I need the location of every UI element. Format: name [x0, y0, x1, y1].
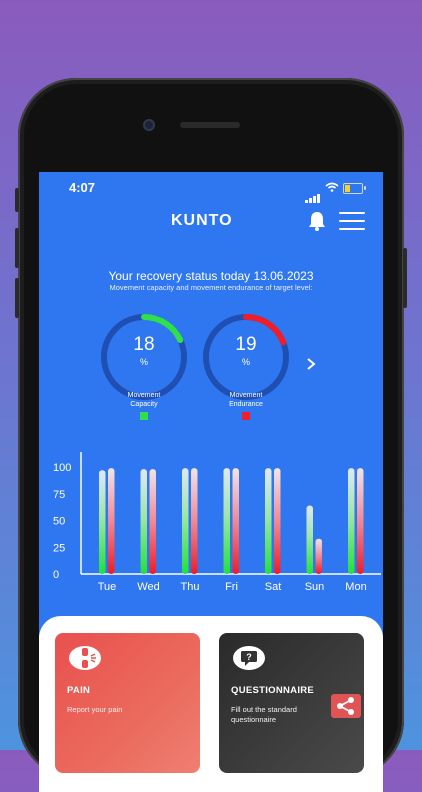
- phone-volume-down: [15, 278, 19, 318]
- phone-side-button: [15, 188, 19, 212]
- endurance-unit: %: [241, 357, 250, 367]
- x-tick-label: Fri: [225, 581, 238, 593]
- x-tick-label: Wed: [137, 581, 159, 593]
- phone-frame: 4:07 KUNTO Your recovery status today 13…: [15, 78, 407, 792]
- status-bar: 4:07: [39, 172, 383, 203]
- movement-capacity-gauge: 18 %: [99, 312, 189, 402]
- earpiece-speaker: [180, 122, 240, 128]
- x-tick-label: Sat: [265, 581, 282, 593]
- bar-fri-series-2: [232, 468, 239, 574]
- questionnaire-card-title: QUESTIONNAIRE: [231, 685, 315, 696]
- signal-icon: [305, 185, 321, 203]
- bar-thu-series-1: [182, 468, 189, 574]
- bar-fri-series-1: [223, 468, 230, 574]
- endurance-legend-square: [242, 412, 250, 420]
- movement-endurance-gauge: 19 %: [201, 312, 291, 402]
- app-logo: KUNTO: [171, 212, 233, 229]
- battery-icon: [343, 183, 366, 194]
- capacity-legend-square: [140, 412, 148, 420]
- recovery-status-title: Your recovery status today 13.06.2023: [108, 269, 314, 283]
- bar-sun-series-1: [306, 505, 313, 574]
- y-tick-label: 75: [53, 489, 65, 501]
- capacity-gauge-ring: [101, 314, 187, 400]
- bar-tue-series-1: [99, 470, 106, 574]
- bar-wed-series-2: [149, 469, 156, 574]
- status-time: 4:07: [69, 180, 96, 195]
- share-icon: [337, 697, 354, 715]
- capacity-label: Movement Capacity: [127, 392, 161, 408]
- bar-mon-series-1: [348, 468, 355, 574]
- svg-text:?: ?: [246, 652, 252, 662]
- questionnaire-card-description: Fill out the standard questionnaire: [231, 705, 297, 724]
- endurance-label: Movement Endurance: [229, 392, 263, 408]
- x-tick-label: Mon: [345, 581, 366, 593]
- bar-wed-series-1: [140, 469, 147, 574]
- y-tick-label: 50: [53, 516, 65, 528]
- chevron-right-icon[interactable]: [305, 358, 317, 370]
- bell-icon[interactable]: [306, 210, 328, 232]
- x-tick-label: Tue: [98, 581, 117, 593]
- endurance-gauge-ring: [203, 314, 289, 400]
- endurance-value: 19: [235, 334, 257, 355]
- pain-card-description: Report your pain: [67, 705, 123, 714]
- bar-thu-series-2: [191, 468, 198, 574]
- front-camera: [143, 119, 155, 131]
- x-tick-label: Sun: [305, 581, 325, 593]
- hamburger-menu-icon[interactable]: [339, 212, 365, 232]
- bar-sun-series-2: [315, 538, 322, 574]
- questionnaire-card[interactable]: ? QUESTIONNAIRE Fill out the standard qu…: [219, 633, 364, 773]
- bar-tue-series-2: [108, 468, 115, 574]
- capacity-value: 18: [133, 334, 155, 355]
- pain-card-title: PAIN: [67, 685, 91, 696]
- capacity-unit: %: [139, 357, 148, 367]
- phone-power-button: [403, 248, 407, 308]
- y-tick-label: 25: [53, 542, 65, 554]
- bar-sat-series-2: [274, 468, 281, 574]
- y-tick-label: 0: [53, 569, 59, 581]
- bar-sat-series-1: [265, 468, 272, 574]
- y-tick-label: 100: [53, 462, 71, 474]
- phone-volume-up: [15, 228, 19, 268]
- wifi-icon: [325, 182, 339, 192]
- weekly-bar-chart: 0 25 50 75 100 Tue Wed Thu Fri Sat Sun Mon: [53, 452, 381, 593]
- app-screen: 4:07 KUNTO Your recovery status today 13…: [39, 172, 383, 792]
- x-tick-label: Thu: [181, 581, 200, 593]
- pain-card[interactable]: PAIN Report your pain: [55, 633, 200, 773]
- recovery-status-subtitle: Movement capacity and movement endurance…: [109, 283, 313, 292]
- question-bubble-icon: ?: [233, 646, 265, 670]
- action-cards-panel: PAIN Report your pain ? QUESTIONNAIRE Fi…: [39, 616, 383, 792]
- bar-mon-series-2: [357, 468, 364, 574]
- knee-pain-icon: [69, 646, 101, 670]
- share-button[interactable]: [331, 694, 361, 718]
